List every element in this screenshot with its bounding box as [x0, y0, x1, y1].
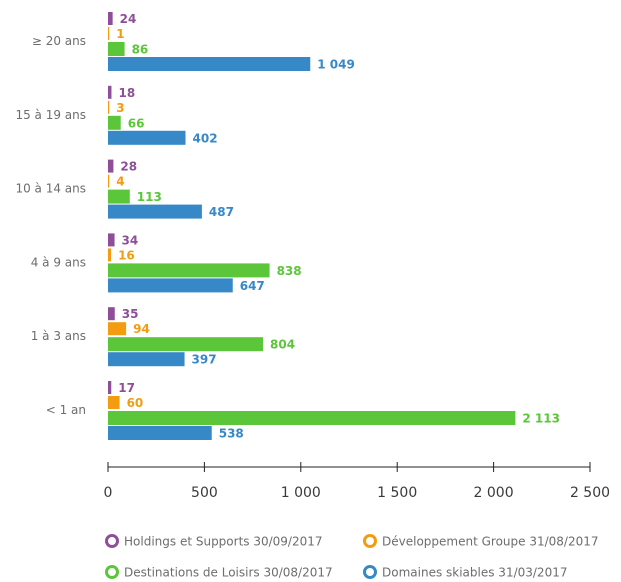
data-label: 804	[270, 338, 295, 352]
legend-marker-icon	[105, 565, 119, 579]
data-label: 66	[128, 116, 145, 130]
bar	[108, 233, 115, 247]
bar	[108, 411, 516, 425]
data-label: 34	[122, 233, 139, 247]
x-tick-label: 2 500	[570, 485, 610, 501]
data-label: 538	[219, 427, 244, 441]
category-label: 10 à 14 ans	[15, 182, 86, 196]
bar	[108, 159, 114, 173]
bar	[108, 85, 112, 99]
bar	[108, 57, 311, 71]
bar	[108, 100, 110, 114]
bar	[108, 130, 186, 145]
data-label: 86	[132, 43, 149, 57]
x-tick-label: 2 000	[474, 485, 514, 501]
data-label: 113	[137, 190, 162, 204]
data-label: 647	[240, 279, 265, 293]
bar	[108, 12, 113, 25]
bar	[108, 204, 202, 219]
x-tick-label: 1 000	[281, 485, 321, 501]
x-tick-label: 500	[191, 485, 218, 501]
bar	[108, 189, 130, 204]
data-label: 397	[192, 353, 217, 367]
category-label: < 1 an	[46, 403, 86, 417]
bar	[108, 27, 110, 40]
data-label: 402	[193, 131, 218, 145]
data-label: 4	[116, 175, 124, 189]
category-label: 15 à 19 ans	[15, 108, 86, 122]
category-label: 1 à 3 ans	[31, 329, 86, 343]
bar	[108, 174, 110, 188]
legend-entry: Destinations de Loisirs 30/08/2017	[124, 566, 333, 580]
bar	[108, 337, 264, 352]
legend-marker-icon	[363, 565, 377, 579]
bar	[108, 278, 233, 293]
data-label: 24	[120, 12, 137, 26]
legend-entry: Domaines skiables 31/03/2017	[382, 566, 567, 580]
bars-layer: ≥ 20 ans 241 86 1 049 15 à 19 ans 183 66 402 10 …	[15, 12, 560, 441]
data-label: 94	[133, 322, 150, 336]
bar	[108, 115, 121, 130]
data-label: 838	[277, 264, 302, 278]
data-label: 1	[116, 27, 124, 41]
bar	[108, 381, 112, 394]
data-label: 35	[122, 307, 139, 321]
data-label: 18	[118, 86, 135, 100]
bar	[108, 307, 115, 321]
bar	[108, 42, 125, 56]
bar	[108, 322, 127, 336]
legend-marker-icon	[363, 534, 377, 548]
bar	[108, 426, 212, 440]
data-label: 16	[118, 248, 135, 262]
x-tick-label: 1 500	[377, 485, 417, 501]
legend: Holdings et Supports 30/09/2017 Développe…	[105, 534, 599, 580]
bar	[108, 352, 185, 367]
legend-marker-icon	[105, 534, 119, 548]
data-label: 60	[127, 396, 144, 410]
bar	[108, 396, 120, 409]
data-label: 1 049	[317, 58, 355, 72]
x-axis: 0 500 1 000 1 500 2 000 2 500	[104, 462, 610, 501]
data-label: 17	[118, 381, 135, 395]
legend-entry: Développement Groupe 31/08/2017	[382, 535, 599, 549]
bar	[108, 248, 112, 262]
data-label: 28	[120, 160, 137, 174]
category-label: ≥ 20 ans	[32, 34, 86, 48]
bar	[108, 263, 270, 278]
data-label: 487	[209, 205, 234, 219]
x-tick-label: 0	[104, 485, 113, 501]
data-label: 2 113	[522, 412, 560, 426]
data-label: 3	[116, 101, 124, 115]
category-label: 4 à 9 ans	[31, 255, 86, 269]
legend-entry: Holdings et Supports 30/09/2017	[124, 535, 323, 549]
